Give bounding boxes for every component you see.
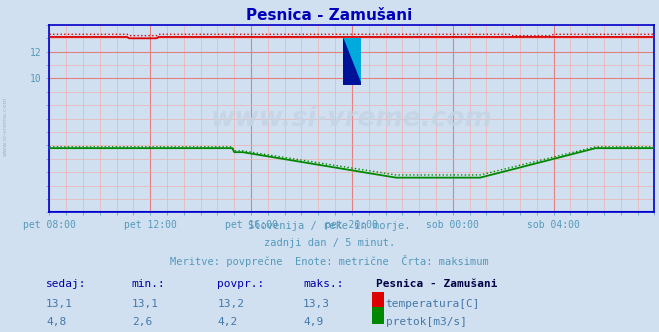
Text: 4,9: 4,9 [303,317,324,327]
Text: 13,1: 13,1 [46,299,73,309]
Text: 13,3: 13,3 [303,299,330,309]
Text: Slovenija / reke in morje.: Slovenija / reke in morje. [248,221,411,231]
Text: min.:: min.: [132,279,165,289]
Text: www.si-vreme.com: www.si-vreme.com [211,106,493,132]
Text: pretok[m3/s]: pretok[m3/s] [386,317,467,327]
Text: www.si-vreme.com: www.si-vreme.com [3,96,8,156]
Polygon shape [343,39,361,85]
Text: sedaj:: sedaj: [46,279,86,289]
Text: povpr.:: povpr.: [217,279,265,289]
Text: 2,6: 2,6 [132,317,152,327]
Text: 4,8: 4,8 [46,317,67,327]
Text: 13,1: 13,1 [132,299,159,309]
Text: maks.:: maks.: [303,279,343,289]
Polygon shape [343,39,361,85]
Text: Pesnica - Zamušani: Pesnica - Zamušani [246,8,413,23]
Text: temperatura[C]: temperatura[C] [386,299,480,309]
Text: 4,2: 4,2 [217,317,238,327]
Text: Meritve: povprečne  Enote: metrične  Črta: maksimum: Meritve: povprečne Enote: metrične Črta:… [170,255,489,267]
Text: zadnji dan / 5 minut.: zadnji dan / 5 minut. [264,238,395,248]
Text: 13,2: 13,2 [217,299,244,309]
Text: Pesnica - Zamušani: Pesnica - Zamušani [376,279,497,289]
